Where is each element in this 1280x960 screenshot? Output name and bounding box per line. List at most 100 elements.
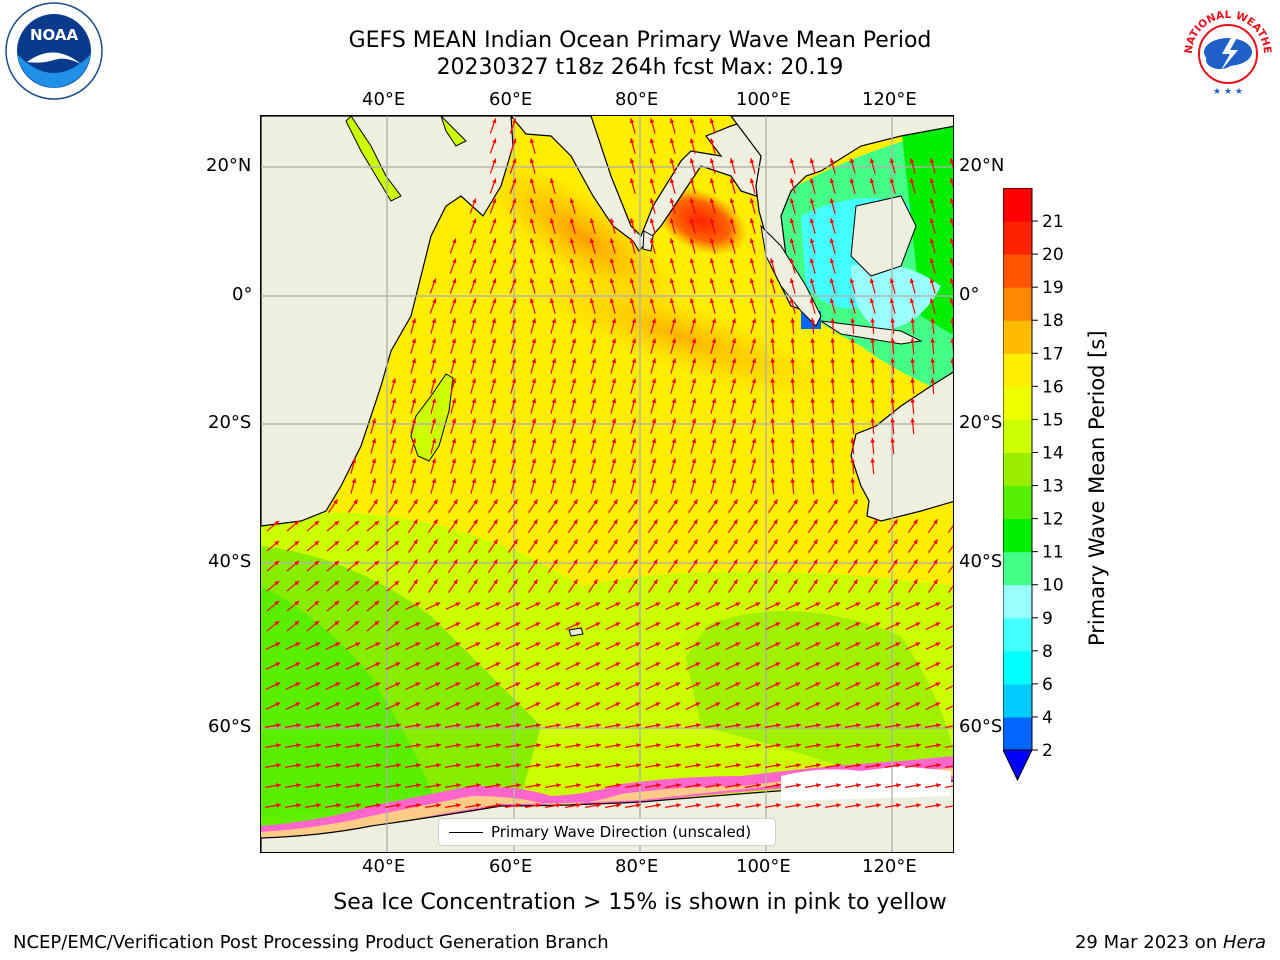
wave-direction-arrowhead	[355, 682, 361, 687]
wave-direction-arrowhead	[809, 158, 815, 164]
wave-direction-arrowhead	[749, 258, 755, 264]
wave-direction-arrowhead	[669, 218, 675, 224]
wave-direction-arrowhead	[850, 378, 855, 383]
colorbar-frame	[1002, 187, 1033, 751]
lat-tick-right-40s: 40°S	[959, 551, 1003, 572]
wave-direction-arrowhead	[653, 539, 658, 545]
colorbar-tick-label: 8	[1042, 642, 1053, 662]
wave-direction-arrowhead	[435, 622, 441, 627]
wave-direction-arrowhead	[555, 702, 561, 707]
wave-direction-arrowhead	[795, 662, 801, 667]
wave-direction-arrowhead	[953, 559, 954, 564]
wave-direction-arrowhead	[735, 642, 741, 647]
wave-direction-arrowhead	[551, 438, 557, 444]
wave-direction-arrowhead	[631, 378, 637, 384]
wave-direction-arrowhead	[596, 783, 601, 788]
wave-direction-arrowhead	[411, 378, 417, 384]
wave-direction-arrowhead	[435, 602, 441, 607]
wave-direction-arrowhead	[471, 398, 477, 404]
wave-direction-arrowhead	[675, 622, 681, 627]
wave-direction-arrowhead	[776, 783, 781, 788]
wave-direction-arrowhead	[491, 478, 497, 484]
wave-direction-arrowhead	[795, 682, 801, 687]
colorbar-tick-label: 10	[1042, 576, 1064, 596]
wave-direction-arrowhead	[869, 278, 875, 284]
wave-direction-arrowhead	[472, 298, 477, 304]
wave-direction-arrowhead	[355, 642, 361, 647]
lon-tick-top-40e: 40°E	[362, 89, 406, 110]
wave-direction-arrowhead	[411, 438, 417, 444]
wave-direction-arrowhead	[295, 702, 301, 707]
wave-direction-arrowhead	[790, 438, 795, 443]
wave-direction-arrowhead	[929, 218, 935, 224]
wave-direction-arrowhead	[431, 478, 437, 484]
wave-direction-arrowhead	[833, 519, 838, 525]
wave-direction-arrowhead	[355, 662, 361, 667]
wave-direction-arrowhead	[649, 138, 655, 144]
colorbar-swatch	[1003, 716, 1032, 751]
wave-direction-arrowhead	[354, 620, 360, 626]
wave-direction-arrowhead	[294, 620, 300, 626]
wave-direction-arrowhead	[373, 499, 378, 505]
wave-direction-arrowhead	[629, 258, 635, 264]
map-panel	[260, 115, 954, 853]
wave-direction-arrowhead	[671, 318, 677, 324]
wave-direction-arrowhead	[829, 238, 835, 244]
wave-direction-arrowhead	[371, 458, 377, 464]
wave-direction-arrowhead	[553, 519, 558, 525]
wave-direction-arrowhead	[629, 218, 635, 224]
wave-direction-arrowhead	[516, 803, 521, 808]
footer-host: Hera	[1222, 932, 1266, 953]
wave-direction-arrowhead	[653, 519, 658, 525]
wave-direction-arrowhead	[735, 682, 741, 687]
wave-direction-arrowhead	[695, 642, 701, 647]
wave-direction-arrowhead	[493, 559, 498, 565]
wave-direction-arrowhead	[815, 682, 821, 687]
wave-direction-arrowhead	[473, 519, 478, 525]
wave-direction-arrowhead	[512, 178, 517, 184]
wave-direction-arrowhead	[796, 743, 801, 748]
wave-direction-arrowhead	[553, 579, 558, 585]
wave-direction-arrowhead	[789, 238, 795, 244]
wave-direction-arrowhead	[415, 682, 421, 687]
wave-direction-arrowhead	[733, 499, 738, 505]
wave-direction-arrowhead	[529, 258, 535, 264]
wave-direction-arrowhead	[451, 318, 457, 324]
wave-direction-arrow	[945, 625, 953, 630]
wave-direction-arrowhead	[655, 702, 661, 707]
colorbar-tick-label: 12	[1042, 510, 1064, 530]
wave-direction-arrowhead	[591, 398, 597, 404]
wave-direction-arrowhead	[736, 723, 741, 728]
wave-direction-arrowhead	[773, 499, 778, 505]
wave-direction-arrowhead	[433, 539, 438, 545]
wave-direction-arrowhead	[415, 602, 421, 607]
wave-direction-arrowhead	[653, 499, 658, 505]
wave-direction-arrowhead	[850, 358, 855, 363]
wave-direction-arrowhead	[394, 580, 400, 586]
wave-direction-arrowhead	[689, 238, 695, 244]
wave-direction-arrowhead	[513, 539, 518, 545]
colorbar-tick-label: 4	[1042, 708, 1053, 728]
wave-direction-arrowhead	[893, 579, 898, 585]
wave-direction-arrowhead	[536, 783, 541, 788]
wave-direction-arrowhead	[549, 258, 555, 264]
wave-direction-arrowhead	[713, 539, 718, 545]
wave-direction-arrowhead	[870, 318, 875, 323]
legend-line-sample	[449, 832, 483, 833]
wave-direction-arrowhead	[609, 238, 615, 244]
wave-direction-arrowhead	[673, 519, 678, 525]
wave-direction-arrowhead	[789, 198, 795, 204]
wave-direction-arrowhead	[433, 519, 438, 525]
lon-tick-bottom-80e: 80°E	[615, 856, 659, 877]
wave-direction-arrowhead	[431, 418, 437, 424]
wave-direction-arrowhead	[589, 238, 595, 244]
colorbar-swatch	[1003, 287, 1032, 321]
wave-direction-arrowhead	[394, 600, 400, 606]
wave-direction-arrowhead	[451, 398, 457, 404]
wave-direction-arrowhead	[472, 278, 477, 284]
wave-direction-arrowhead	[556, 743, 561, 748]
wave-direction-arrowhead	[770, 458, 775, 463]
wave-direction-arrowhead	[789, 158, 795, 164]
wave-direction-arrowhead	[511, 338, 517, 344]
wave-direction-arrowhead	[596, 763, 601, 768]
